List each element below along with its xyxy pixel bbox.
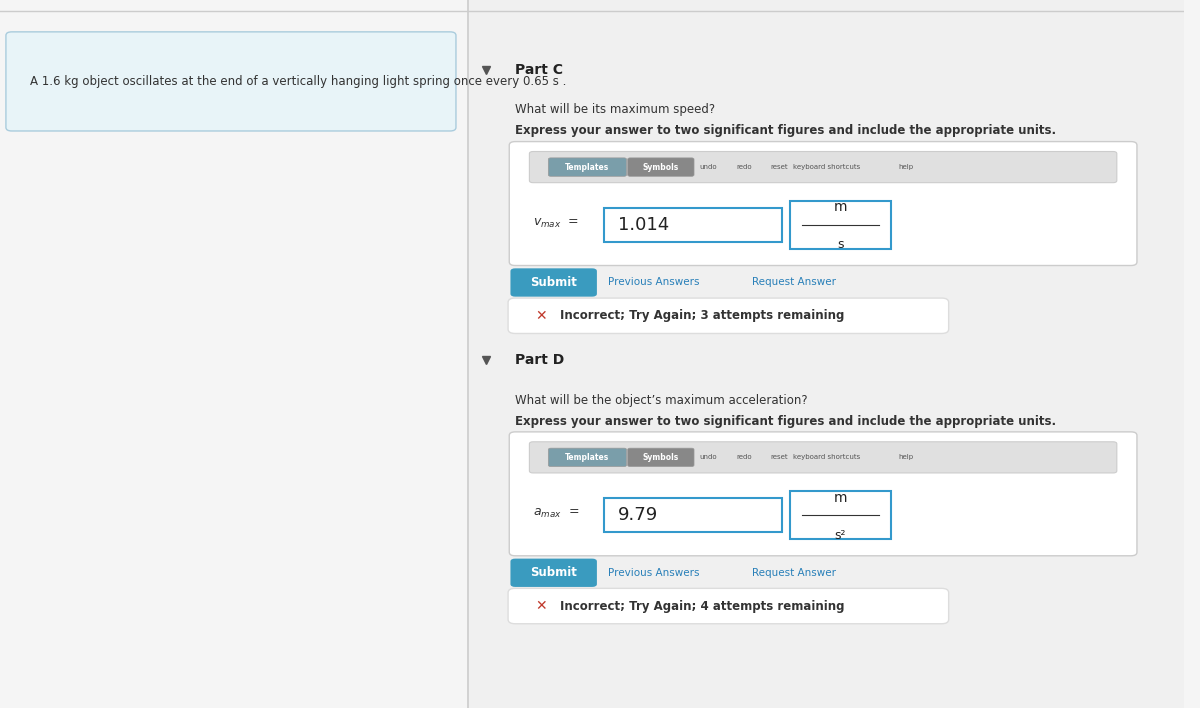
Text: $a_{max}$  =: $a_{max}$ = xyxy=(533,507,580,520)
Text: Part D: Part D xyxy=(515,353,564,367)
Text: Request Answer: Request Answer xyxy=(752,278,836,287)
FancyBboxPatch shape xyxy=(628,448,694,467)
FancyBboxPatch shape xyxy=(510,268,596,297)
Text: reset: reset xyxy=(770,164,788,170)
Text: s: s xyxy=(838,239,844,251)
FancyBboxPatch shape xyxy=(548,448,626,467)
Text: What will be its maximum speed?: What will be its maximum speed? xyxy=(515,103,715,116)
Text: Submit: Submit xyxy=(530,566,577,579)
Text: 1.014: 1.014 xyxy=(618,216,670,234)
FancyBboxPatch shape xyxy=(510,559,596,587)
Text: Request Answer: Request Answer xyxy=(752,568,836,578)
FancyBboxPatch shape xyxy=(509,432,1136,556)
Text: m: m xyxy=(834,200,847,215)
Text: redo: redo xyxy=(736,455,751,460)
Text: Part C: Part C xyxy=(515,63,563,77)
Text: s²: s² xyxy=(834,529,846,542)
Text: keyboard shortcuts: keyboard shortcuts xyxy=(793,455,860,460)
Text: Express your answer to two significant figures and include the appropriate units: Express your answer to two significant f… xyxy=(515,125,1056,137)
FancyBboxPatch shape xyxy=(604,208,781,242)
Text: $v_{max}$  =: $v_{max}$ = xyxy=(533,217,578,229)
Text: ✕: ✕ xyxy=(535,599,547,613)
Text: Express your answer to two significant figures and include the appropriate units: Express your answer to two significant f… xyxy=(515,415,1056,428)
Text: Templates: Templates xyxy=(565,453,610,462)
Text: help: help xyxy=(899,455,913,460)
FancyBboxPatch shape xyxy=(604,498,781,532)
Text: m: m xyxy=(834,491,847,505)
FancyBboxPatch shape xyxy=(468,0,1184,708)
Text: Symbols: Symbols xyxy=(643,453,679,462)
FancyBboxPatch shape xyxy=(529,152,1117,183)
Text: redo: redo xyxy=(736,164,751,170)
FancyBboxPatch shape xyxy=(508,588,949,624)
FancyBboxPatch shape xyxy=(6,32,456,131)
Text: ✕: ✕ xyxy=(535,309,547,323)
Text: keyboard shortcuts: keyboard shortcuts xyxy=(793,164,860,170)
FancyBboxPatch shape xyxy=(509,142,1136,266)
Text: undo: undo xyxy=(700,164,718,170)
Text: Incorrect; Try Again; 3 attempts remaining: Incorrect; Try Again; 3 attempts remaini… xyxy=(560,309,845,322)
Text: help: help xyxy=(899,164,913,170)
Text: Incorrect; Try Again; 4 attempts remaining: Incorrect; Try Again; 4 attempts remaini… xyxy=(560,600,845,612)
Text: Previous Answers: Previous Answers xyxy=(607,568,700,578)
Text: Templates: Templates xyxy=(565,163,610,171)
FancyBboxPatch shape xyxy=(529,442,1117,473)
Text: Submit: Submit xyxy=(530,276,577,289)
FancyBboxPatch shape xyxy=(790,201,890,249)
Text: 9.79: 9.79 xyxy=(618,506,659,525)
Text: Symbols: Symbols xyxy=(643,163,679,171)
FancyBboxPatch shape xyxy=(628,158,694,176)
Text: Previous Answers: Previous Answers xyxy=(607,278,700,287)
FancyBboxPatch shape xyxy=(790,491,890,539)
FancyBboxPatch shape xyxy=(548,158,626,176)
Text: A 1.6 kg object oscillates at the end of a vertically hanging light spring once : A 1.6 kg object oscillates at the end of… xyxy=(30,75,566,88)
Text: What will be the object’s maximum acceleration?: What will be the object’s maximum accele… xyxy=(515,394,808,406)
Text: reset: reset xyxy=(770,455,788,460)
Text: undo: undo xyxy=(700,455,718,460)
FancyBboxPatch shape xyxy=(508,298,949,333)
